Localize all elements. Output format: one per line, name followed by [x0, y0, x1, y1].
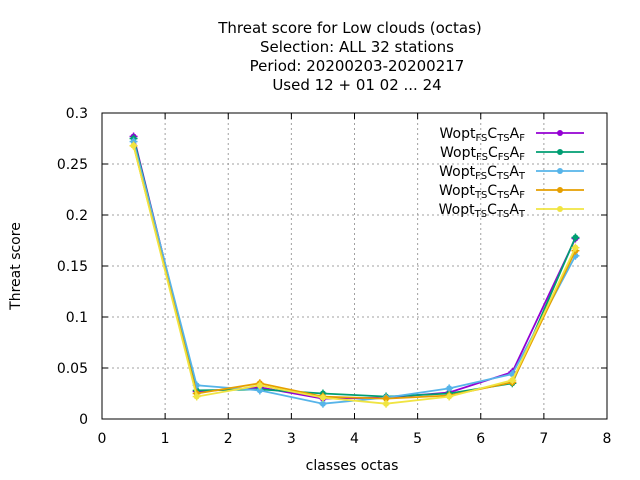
- y-tick-label: 0.05: [57, 361, 88, 377]
- x-tick-label: 5: [413, 431, 422, 447]
- x-tick-label: 4: [350, 431, 359, 447]
- x-tick-label: 6: [476, 431, 485, 447]
- data-point-cross: [382, 399, 391, 408]
- title-line-1: Threat score for Low clouds (octas): [217, 19, 482, 37]
- y-tick-label: 0.1: [66, 310, 88, 326]
- x-tick-label: 2: [224, 431, 233, 447]
- legend-label: WoptTSCTSAT: [439, 202, 526, 220]
- title-line-3: Period: 20200203-20200217: [250, 57, 465, 75]
- x-tick-label: 1: [161, 431, 170, 447]
- legend-label: WoptTSCTSAF: [439, 183, 525, 201]
- y-tick-label: 0.25: [57, 157, 88, 173]
- data-point-cross: [192, 392, 201, 401]
- legend-label: WoptFSCTSAT: [439, 164, 526, 182]
- legend-entry-3: WoptFSCTSAT: [439, 164, 584, 182]
- series-5: [129, 141, 580, 408]
- chart-title: Threat score for Low clouds (octas) Sele…: [217, 19, 482, 94]
- x-axis-label: classes octas: [306, 458, 399, 474]
- legend-entry-5: WoptTSCTSAT: [439, 202, 584, 220]
- legend-swatch-point: [557, 187, 563, 193]
- legend: WoptFSCTSAFWoptFSCFSAFWoptFSCTSATWoptTSC…: [439, 126, 584, 220]
- data-point-cross: [445, 384, 454, 393]
- y-tick-label: 0.15: [57, 259, 88, 275]
- legend-swatch-point: [557, 168, 563, 174]
- y-axis-label: Threat score: [8, 222, 24, 311]
- y-tick-label: 0.2: [66, 208, 88, 224]
- title-line-4: Used 12 + 01 02 ... 24: [272, 76, 441, 94]
- series-line: [132, 145, 577, 400]
- legend-swatch-point: [557, 149, 563, 155]
- series-layer: [129, 132, 580, 408]
- legend-label: WoptFSCTSAF: [440, 126, 526, 144]
- y-axis-ticks: 0 0.05 0.1 0.15 0.2 0.25 0.3: [57, 106, 607, 428]
- data-point-cross: [318, 393, 327, 402]
- data-point-cross: [571, 243, 580, 252]
- series-line: [132, 145, 577, 405]
- x-tick-label: 8: [603, 431, 612, 447]
- data-point-cross: [445, 392, 454, 401]
- legend-entry-1: WoptFSCTSAF: [440, 126, 584, 144]
- y-tick-label: 0.3: [66, 106, 88, 122]
- x-tick-label: 3: [287, 431, 296, 447]
- legend-entry-4: WoptTSCTSAF: [439, 183, 584, 201]
- y-tick-label: 0: [79, 412, 88, 428]
- legend-swatch-point: [557, 130, 563, 136]
- legend-swatch-point: [557, 206, 563, 212]
- x-tick-label: 0: [98, 431, 107, 447]
- legend-label: WoptFSCFSAF: [440, 145, 525, 163]
- data-point-cross: [571, 233, 580, 242]
- legend-entry-2: WoptFSCFSAF: [440, 145, 584, 163]
- grid: [102, 113, 607, 419]
- data-point-cross: [508, 376, 517, 385]
- x-axis-ticks: 0 1 2 3 4 5 6 7 8: [98, 113, 612, 447]
- data-point-cross: [129, 141, 138, 150]
- x-tick-label: 7: [539, 431, 548, 447]
- data-point-cross: [255, 381, 264, 390]
- title-line-2: Selection: ALL 32 stations: [260, 38, 454, 56]
